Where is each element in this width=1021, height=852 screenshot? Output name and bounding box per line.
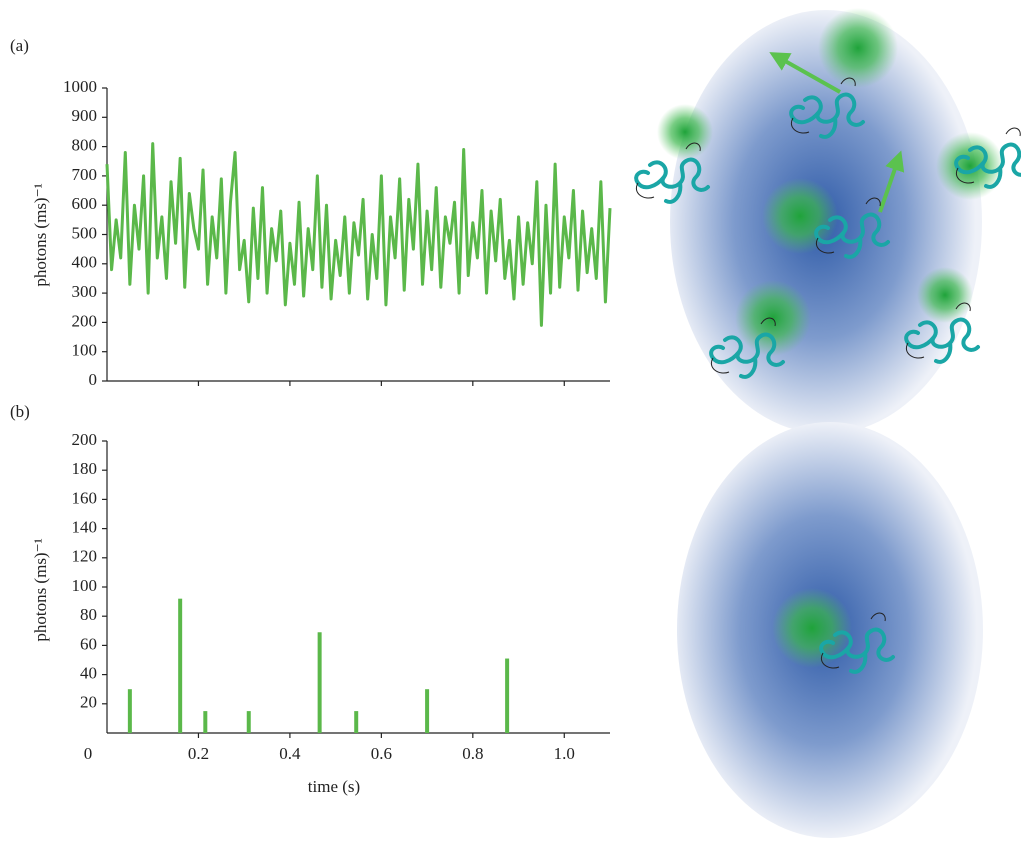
y-tick-label: 600 [72, 194, 98, 213]
y-tick-label: 200 [72, 430, 98, 449]
panel-label: (a) [10, 36, 29, 55]
y-tick-label: 300 [72, 282, 98, 301]
bar [203, 711, 208, 733]
x-tick-label: 0.4 [279, 744, 301, 763]
bar [246, 711, 251, 733]
y-axis-label: photons (ms)⁻¹ [31, 183, 50, 286]
signal-line [105, 142, 612, 327]
y-tick-label: 100 [72, 576, 98, 595]
y-tick-label: 20 [80, 693, 97, 712]
bar [127, 689, 132, 733]
y-tick-label: 120 [72, 547, 98, 566]
y-tick-label: 0 [89, 370, 98, 389]
y-tick-label: 200 [72, 311, 98, 330]
y-tick-label: 160 [72, 488, 98, 507]
bar [178, 598, 183, 733]
y-axis-label: photons (ms)⁻¹ [31, 538, 50, 641]
y-tick-label: 900 [72, 106, 98, 125]
y-tick-label: 800 [72, 136, 98, 155]
x-tick-label: 0.8 [462, 744, 483, 763]
x-axis-label: time (s) [308, 777, 360, 796]
y-tick-label: 40 [80, 664, 97, 683]
bar [505, 658, 510, 733]
illustration [634, 8, 1021, 838]
y-tick-label: 140 [72, 518, 98, 537]
x-tick-label: 1.0 [554, 744, 575, 763]
panel-label: (b) [10, 402, 30, 421]
y-tick-label: 700 [72, 165, 98, 184]
y-tick-label: 400 [72, 253, 98, 272]
bar [425, 689, 430, 733]
x-tick-label: 0.2 [188, 744, 209, 763]
y-tick-label: 1000 [63, 77, 97, 96]
y-tick-label: 500 [72, 223, 98, 242]
y-tick-label: 60 [80, 634, 97, 653]
bar [317, 632, 322, 733]
x-tick-label: 0.6 [371, 744, 392, 763]
y-tick-label: 180 [72, 459, 98, 478]
y-tick-label: 80 [80, 605, 97, 624]
y-tick-label: 100 [72, 341, 98, 360]
x-tick-label: 0 [84, 744, 93, 763]
bar [354, 711, 359, 733]
